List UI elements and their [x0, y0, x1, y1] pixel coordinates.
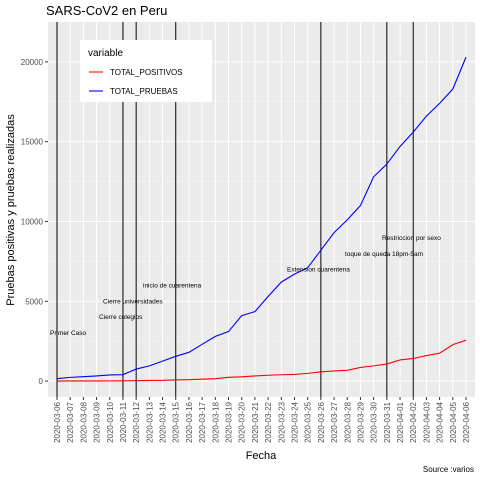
- x-tick-label: 2020-03-11: [119, 401, 128, 442]
- x-tick-label: 2020-03-14: [159, 401, 168, 442]
- x-tick-label: 2020-03-31: [383, 401, 392, 442]
- legend-label-total_pruebas: TOTAL_PRUEBAS: [110, 87, 178, 96]
- series-line-total_positivos: [56, 339, 467, 382]
- x-tick-label: 2020-04-03: [422, 401, 431, 442]
- legend-title: variable: [88, 48, 123, 59]
- event-label: Restriccion por sexo: [382, 235, 441, 242]
- y-axis: 0 5000 10000 15000 20000: [21, 58, 48, 386]
- event-annotations: Primer Caso Cierre colegios Cierre univers…: [50, 235, 441, 337]
- series-lines: [56, 56, 467, 382]
- x-tick-label: 2020-03-30: [370, 401, 379, 442]
- event-label: inicio de cuarentena: [143, 283, 202, 290]
- x-tick-label: 2020-03-18: [211, 401, 220, 442]
- x-tick-label: 2020-03-26: [317, 401, 326, 442]
- y-tick-label: 5000: [25, 297, 43, 306]
- x-tick-label: 2020-04-05: [449, 401, 458, 442]
- y-tick-label: 0: [39, 377, 44, 386]
- x-tick-label: 2020-03-19: [225, 401, 234, 442]
- x-axis: 2020-03-06 2020-03-07 2020-03-08 2020-03-09…: [53, 397, 471, 443]
- event-label: Cierre universidades: [103, 299, 163, 306]
- series-line-total_pruebas: [56, 56, 467, 380]
- y-axis-title: Pruebas positivas y pruebas realizadas: [5, 114, 17, 306]
- legend-entries: TOTAL_POSITIVOS TOTAL_PRUEBAS: [89, 68, 183, 96]
- legend: variable TOTAL_POSITIVOS TOTAL_PRUEBAS: [80, 40, 212, 102]
- x-tick-label: 2020-03-25: [304, 401, 313, 442]
- chart-caption: Source :varios: [423, 465, 474, 474]
- x-tick-label: 2020-04-01: [396, 401, 405, 442]
- y-tick-label: 10000: [21, 217, 44, 226]
- x-tick-label: 2020-03-22: [264, 401, 273, 442]
- y-tick-label: 15000: [21, 138, 44, 147]
- x-tick-label: 2020-03-07: [66, 401, 75, 442]
- x-tick-label: 2020-03-24: [290, 401, 299, 442]
- event-label: Primer Caso: [50, 330, 87, 337]
- legend-box: [80, 40, 212, 102]
- x-tick-label: 2020-03-23: [277, 401, 286, 442]
- x-tick-label: 2020-03-12: [132, 401, 141, 442]
- x-tick-label: 2020-03-13: [145, 401, 154, 442]
- x-tick-label: 2020-03-21: [251, 401, 260, 442]
- x-tick-label: 2020-03-15: [172, 401, 181, 442]
- x-tick-label: 2020-03-08: [79, 401, 88, 442]
- event-label: Extension cuarentena: [287, 267, 350, 274]
- x-tick-label: 2020-04-04: [436, 401, 445, 442]
- x-tick-label: 2020-03-06: [53, 401, 62, 442]
- x-tick-label: 2020-03-09: [93, 401, 102, 442]
- x-tick-label: 2020-04-06: [462, 401, 471, 442]
- x-axis-title: Fecha: [246, 450, 277, 462]
- x-tick-label: 2020-03-16: [185, 401, 194, 442]
- x-tick-label: 2020-03-29: [356, 401, 365, 442]
- legend-label-total_positivos: TOTAL_POSITIVOS: [110, 68, 183, 77]
- x-tick-label: 2020-03-10: [106, 401, 115, 442]
- event-label: Cierre colegios: [99, 314, 143, 321]
- x-tick-label: 2020-04-02: [409, 401, 418, 442]
- x-tick-label: 2020-03-28: [343, 401, 352, 442]
- event-label: toque de queda 18pm-5am: [345, 251, 423, 258]
- x-tick-label: 2020-03-20: [238, 401, 247, 442]
- y-tick-label: 20000: [21, 58, 44, 67]
- x-tick-label: 2020-03-17: [198, 401, 207, 442]
- chart-title: SARS-CoV2 en Peru: [46, 3, 167, 18]
- x-tick-label: 2020-03-27: [330, 401, 339, 442]
